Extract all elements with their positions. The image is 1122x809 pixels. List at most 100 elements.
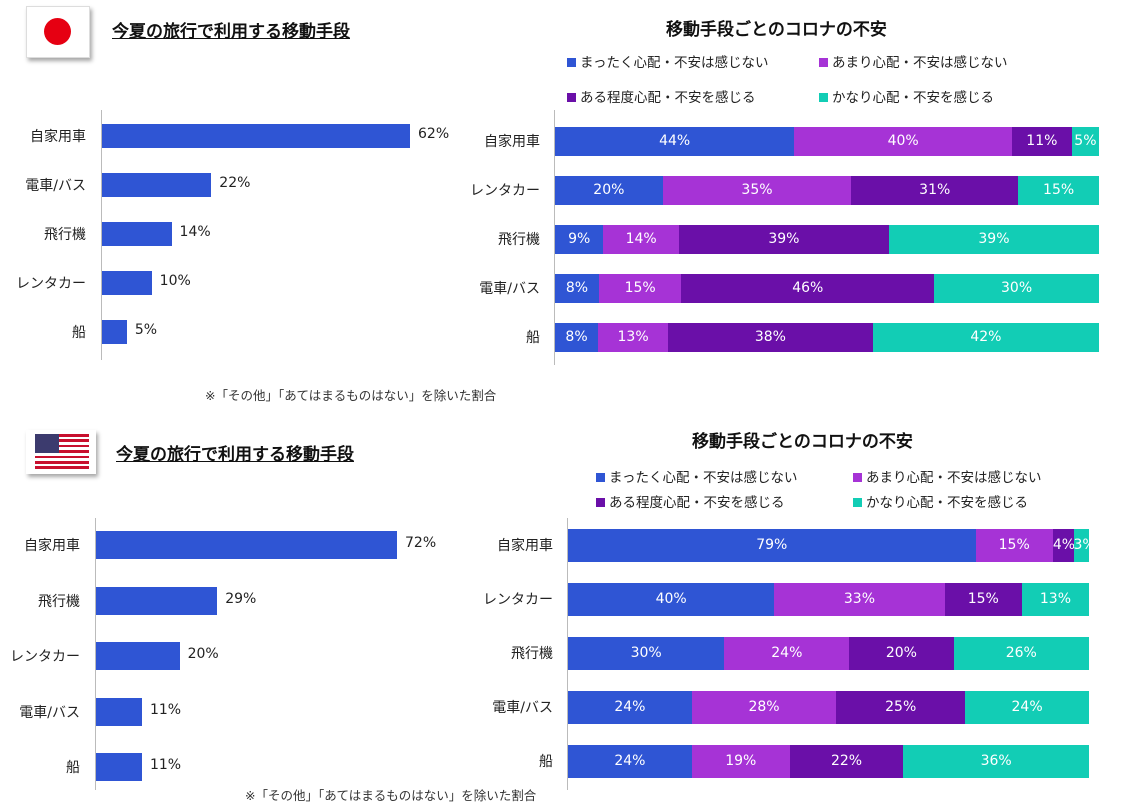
stacked-segment: 79% (568, 528, 976, 562)
segment-label: 39% (768, 230, 800, 247)
data-bar (102, 173, 212, 197)
category-label: 自家用車 (484, 134, 540, 150)
data-label: 14% (179, 224, 211, 240)
legend-item-very: かなり心配・不安を感じる (853, 491, 1028, 511)
segment-label: 24% (614, 752, 646, 769)
stacked-segment: 8% (555, 273, 599, 303)
stacked-segment: 15% (1018, 175, 1099, 205)
segment-label: 40% (887, 132, 919, 149)
segment-label: 46% (792, 279, 824, 296)
legend-label: ある程度心配・不安を感じる (580, 90, 756, 106)
stacked-segment: 20% (849, 636, 954, 670)
usa-usage-title: 今夏の旅行で利用する移動手段 (116, 445, 354, 465)
segment-label: 20% (885, 644, 917, 661)
japan-usage-title: 今夏の旅行で利用する移動手段 (112, 22, 350, 42)
stacked-segment: 14% (603, 224, 679, 254)
category-label: 電車/バス (479, 281, 540, 297)
stacked-segment: 22% (789, 744, 904, 778)
stacked-segment: 5% (1071, 126, 1099, 156)
usa-anxiety-title: 移動手段ごとのコロナの不安 (692, 432, 913, 452)
segment-label: 28% (748, 698, 780, 715)
segment-label: 36% (980, 752, 1012, 769)
category-label: 電車/バス (25, 178, 86, 194)
legend-item-very: かなり心配・不安を感じる (819, 86, 994, 106)
data-bar (102, 271, 152, 295)
category-label: 電車/バス (19, 704, 80, 721)
legend-swatch (596, 498, 605, 507)
segment-label: 4% (1052, 536, 1076, 553)
stacked-segment: 30% (934, 273, 1099, 303)
segment-label: 11% (1026, 132, 1058, 149)
segment-label: 39% (978, 230, 1010, 247)
stacked-segment: 38% (668, 322, 873, 352)
data-bar (102, 124, 410, 148)
legend-swatch (853, 473, 862, 482)
legend-label: まったく心配・不安は感じない (580, 55, 769, 71)
segment-label: 38% (754, 328, 786, 345)
data-label: 20% (187, 646, 219, 662)
stacked-segment: 15% (598, 273, 682, 303)
data-label: 62% (418, 126, 450, 142)
category-label: 自家用車 (24, 538, 80, 554)
stacked-segment: 13% (1021, 582, 1089, 616)
legend-item-little: あまり心配・不安は感じない (819, 51, 1008, 71)
segment-label: 24% (614, 698, 646, 715)
usa-flag (26, 430, 96, 474)
stacked-segment: 46% (681, 273, 935, 303)
stacked-segment: 26% (953, 636, 1089, 670)
segment-label: 13% (1039, 590, 1072, 607)
segment-label: 33% (843, 590, 875, 607)
stacked-segment: 24% (965, 690, 1089, 724)
category-label: 飛行機 (511, 646, 553, 662)
stacked-segment: 8% (555, 322, 599, 352)
japan-anxiety-title: 移動手段ごとのコロナの不安 (666, 20, 887, 40)
stacked-segment: 40% (568, 582, 775, 616)
stacked-segment: 15% (975, 528, 1053, 562)
category-label: 飛行機 (44, 227, 86, 243)
category-label: 飛行機 (498, 232, 540, 248)
segment-label: 20% (593, 181, 625, 198)
stacked-segment: 19% (691, 744, 790, 778)
legend-swatch (567, 58, 576, 67)
stacked-segment: 24% (568, 690, 692, 724)
legend-label: かなり心配・不安を感じる (832, 90, 994, 106)
category-label: レンタカー (10, 649, 80, 665)
segment-label: 25% (885, 698, 917, 715)
stacked-segment: 13% (598, 322, 669, 352)
segment-label: 13% (617, 328, 649, 345)
legend-item-some: ある程度心配・不安を感じる (596, 491, 785, 511)
category-label: 飛行機 (38, 593, 80, 610)
legend-label: あまり心配・不安は感じない (866, 470, 1042, 486)
data-label: 29% (225, 590, 257, 607)
japan-flag-circle (44, 18, 71, 45)
legend-swatch (567, 93, 576, 102)
segment-label: 35% (741, 181, 773, 198)
data-bar (96, 753, 142, 781)
legend-label: まったく心配・不安は感じない (609, 470, 798, 486)
category-label: 電車/バス (492, 700, 553, 716)
segment-label: 15% (998, 536, 1030, 553)
segment-label: 79% (756, 536, 788, 553)
stacked-segment: 24% (568, 744, 692, 778)
category-label: 船 (72, 325, 86, 341)
segment-label: 15% (624, 279, 656, 296)
y-axis-line (567, 518, 568, 790)
segment-label: 14% (625, 230, 657, 247)
data-bar (96, 586, 218, 615)
category-label: レンタカー (470, 183, 540, 199)
legend-swatch (853, 498, 862, 507)
stacked-segment: 11% (1011, 126, 1072, 156)
segment-label: 44% (659, 132, 691, 149)
category-label: 自家用車 (30, 129, 86, 145)
category-label: 船 (526, 330, 540, 346)
stacked-segment: 9% (555, 224, 604, 254)
stacked-segment: 15% (944, 582, 1022, 616)
data-bar (102, 320, 127, 344)
category-label: 船 (539, 754, 553, 770)
category-label: レンタカー (16, 276, 86, 292)
segment-label: 19% (725, 752, 757, 769)
data-label: 11% (149, 757, 182, 773)
segment-label: 31% (919, 181, 951, 198)
segment-label: 3% (1073, 536, 1096, 553)
segment-label: 15% (967, 590, 999, 607)
